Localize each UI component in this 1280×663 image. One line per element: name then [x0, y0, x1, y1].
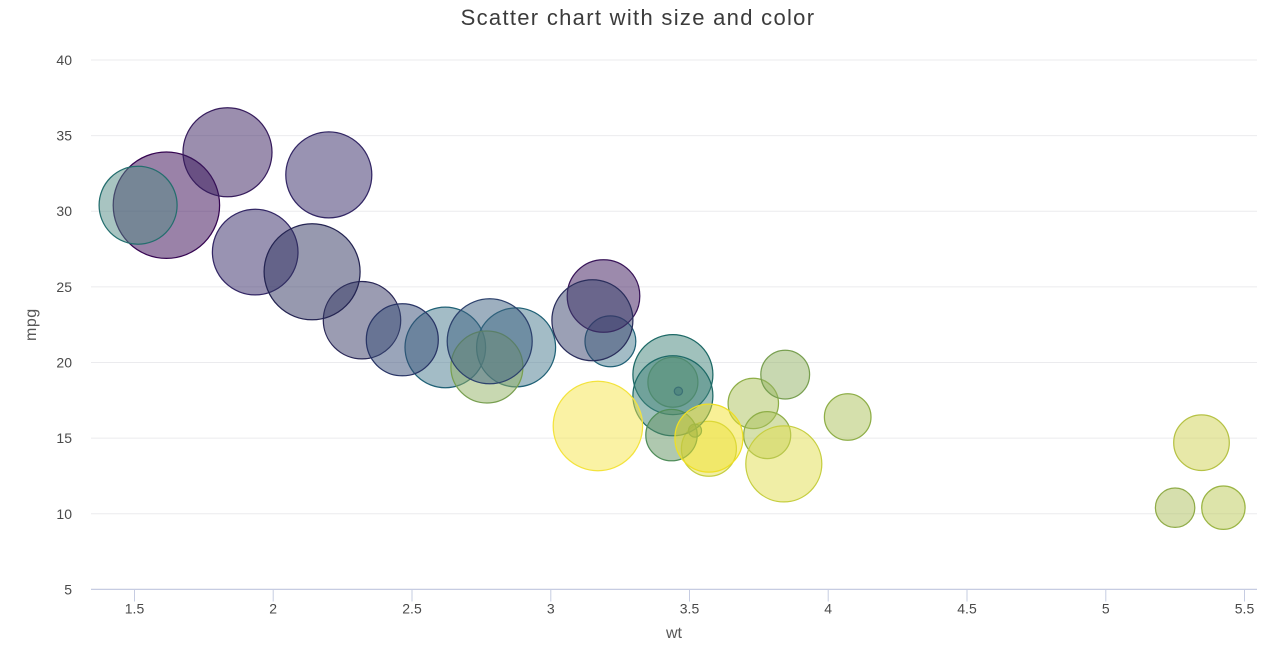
svg-text:5: 5	[1102, 601, 1110, 617]
svg-text:10: 10	[56, 506, 72, 522]
svg-text:25: 25	[56, 279, 72, 295]
svg-text:Scatter chart with size and co: Scatter chart with size and color	[461, 5, 816, 30]
svg-text:4: 4	[824, 601, 832, 617]
svg-text:3: 3	[547, 601, 555, 617]
svg-text:2.5: 2.5	[402, 601, 422, 617]
svg-text:4.5: 4.5	[957, 601, 977, 617]
svg-text:1.5: 1.5	[125, 601, 145, 617]
svg-text:35: 35	[56, 128, 72, 144]
svg-text:30: 30	[56, 203, 72, 219]
svg-text:3.5: 3.5	[680, 601, 700, 617]
svg-text:5: 5	[64, 581, 72, 597]
svg-text:2: 2	[269, 601, 277, 617]
svg-text:5.5: 5.5	[1235, 601, 1255, 617]
svg-text:20: 20	[56, 355, 72, 371]
svg-text:15: 15	[56, 430, 72, 446]
svg-text:mpg: mpg	[23, 308, 40, 341]
svg-text:wt: wt	[665, 625, 683, 642]
svg-text:40: 40	[56, 52, 72, 68]
